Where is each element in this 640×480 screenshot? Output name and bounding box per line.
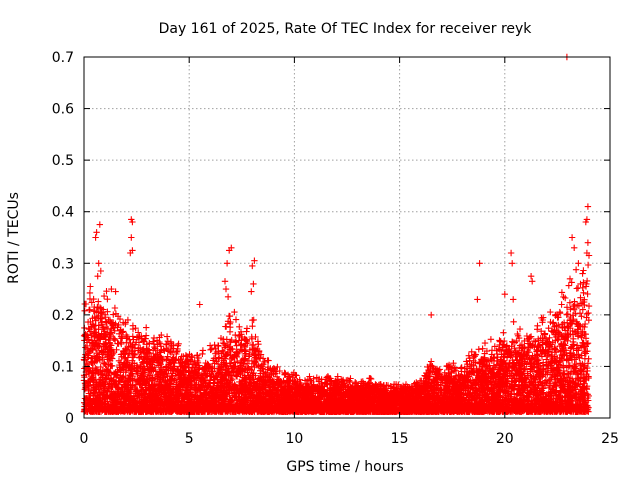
scatter-point [584, 203, 592, 210]
scatter-point [112, 288, 119, 295]
scatter-point [558, 301, 565, 308]
scatter-point [92, 234, 99, 241]
x-tick-label: 5 [185, 431, 194, 447]
x-tick-label: 20 [496, 431, 514, 447]
scatter-point [566, 275, 574, 282]
scatter-point [428, 311, 435, 319]
data-points [80, 53, 593, 415]
scatter-point [539, 316, 546, 324]
scatter-point [221, 278, 229, 285]
scatter-point [579, 270, 586, 277]
y-axis-label: ROTI / TECUs [6, 192, 22, 284]
scatter-point-group [80, 277, 592, 415]
scatter-point [568, 234, 576, 241]
scatter-point [575, 260, 582, 267]
scatter-point [95, 260, 102, 267]
scatter-point [248, 288, 255, 295]
x-tick-label: 25 [601, 431, 619, 447]
scatter-point [108, 285, 115, 293]
scatter-point [251, 257, 258, 264]
scatter-point [501, 291, 508, 298]
y-tick-label: 0 [65, 411, 74, 427]
x-tick-label: 10 [285, 431, 303, 447]
scatter-point [584, 239, 592, 246]
scatter-point [93, 229, 100, 236]
plot-frame [83, 56, 611, 419]
scatter-point [509, 260, 516, 267]
scatter-point [476, 260, 483, 267]
scatter-point [529, 278, 536, 285]
scatter-point [94, 273, 101, 280]
y-tick-label: 0.2 [52, 308, 74, 324]
scatter-point [96, 221, 103, 228]
scatter-point [552, 311, 559, 319]
scatter-point [249, 262, 256, 270]
scatter-point [571, 244, 578, 251]
scatter-point [128, 234, 135, 241]
scatter-point [223, 260, 231, 267]
scatter-point [507, 249, 515, 257]
y-tick-label: 0.5 [52, 153, 74, 169]
scatter-point [196, 301, 203, 308]
scatter-point [129, 218, 136, 226]
scatter-point [222, 285, 230, 293]
scatter-point [585, 252, 593, 259]
scatter-point [577, 280, 584, 288]
scatter-point [224, 293, 232, 300]
axis-ticks: 0 5 10 15 20 25 0 0.1 0.2 0.3 0.4 0.5 0.6 0.7 [52, 50, 619, 447]
scatter-point [510, 296, 517, 303]
scatter-point [527, 273, 535, 280]
y-tick-label: 0.3 [52, 256, 74, 272]
scatter-point [87, 283, 94, 290]
y-tick-label: 0.7 [52, 50, 74, 66]
x-tick-label: 0 [80, 431, 89, 447]
scatter-point [474, 296, 481, 303]
scatter-point [129, 247, 136, 254]
scatter-point [228, 244, 235, 251]
x-axis-label: GPS time / hours [286, 459, 403, 475]
y-tick-label: 0.6 [52, 102, 74, 118]
y-tick-label: 0.1 [52, 359, 74, 375]
chart-title: Day 161 of 2025, Rate Of TEC Index for r… [159, 21, 533, 37]
x-tick-label: 15 [391, 431, 409, 447]
y-tick-label: 0.4 [52, 205, 74, 221]
scatter-point [582, 218, 589, 226]
scatter-point [250, 280, 257, 288]
scatter-point [97, 267, 104, 275]
